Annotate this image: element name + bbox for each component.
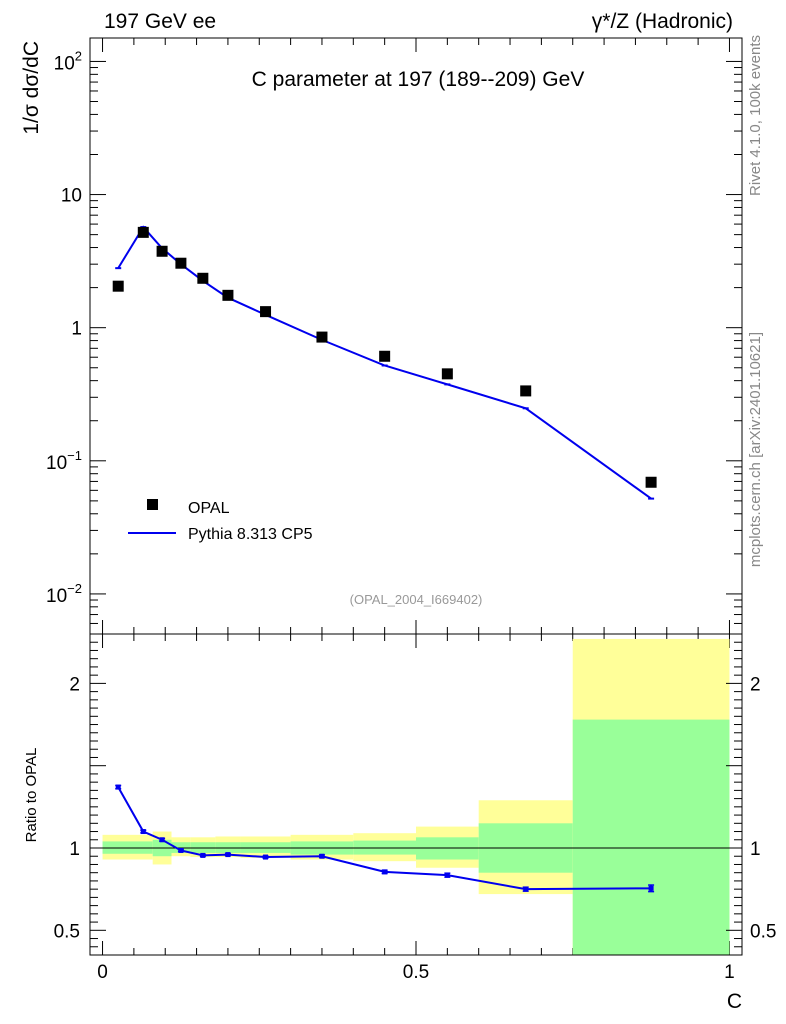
opal-data-point [222,289,234,301]
main-frame [89,37,743,635]
energy-label: 197 GeV ee [104,10,216,33]
y-tick-label: 102 [54,48,82,74]
rivet-version-label: Rivet 4.1.0, 100k events [747,35,764,196]
y-tick-label: 1 [71,319,82,340]
ratio-frame [89,633,743,956]
ratio-point [523,886,529,892]
analysis-watermark: (OPAL_2004_I669402) [350,592,483,607]
ratio-y-tick-label-right: 2 [750,674,761,695]
ratio-point [648,885,654,891]
opal-data-point [112,280,124,292]
ratio-y-tick-label-right: 1 [750,839,761,860]
ratio-point [382,869,388,875]
ratio-point [159,837,165,843]
ratio-point [200,852,206,858]
ratio-point [319,853,325,859]
pythia-line [117,225,652,500]
ratio-panel: 0 0.5 1 2 2 1 1 0.5 0.5 [54,633,776,983]
chart-title: C parameter at 197 (189--209) GeV [252,68,585,91]
legend: OPAL Pythia 8.313 CP5 [128,499,313,543]
ratio-point [115,784,121,790]
y-tick-label: 10−2 [46,581,82,607]
legend-opal-label: OPAL [188,500,230,517]
opal-data-point [137,226,149,238]
main-panel: 102 10 1 10−1 10−2 [46,37,743,955]
opal-data-point [379,350,391,362]
ratio-y-tick-label: 2 [69,674,80,695]
ratio-y-axis-label: Ratio to OPAL [23,748,40,843]
opal-data-point [260,306,272,318]
ratio-band-inner [572,719,730,955]
ratio-y-tick-label-right: 0.5 [750,921,776,942]
x-axis-label: C [727,990,742,1013]
process-label: γ*/Z (Hadronic) [592,10,733,33]
ratio-y-tick-label: 0.5 [54,921,80,942]
legend-pythia-label: Pythia 8.313 CP5 [188,526,313,543]
opal-data-point [175,257,187,269]
ratio-point [225,852,231,858]
y-axis-label: 1/σ dσ/dC [20,41,43,135]
ratio-y-tick-label: 1 [69,839,80,860]
ratio-point [178,847,184,853]
opal-data-point [645,476,657,488]
mcplots-label: mcplots.cern.ch [arXiv:2401.10621] [747,332,764,567]
opal-data-point [520,385,532,397]
x-tick-label: 0 [97,962,108,983]
x-tick-label: 0.5 [403,962,429,983]
opal-data-point [441,368,453,380]
opal-data-point [316,331,328,343]
opal-data-point [197,272,209,284]
y-tick-label: 10−1 [46,448,82,474]
ratio-point [140,829,146,835]
opal-data-point [156,245,168,257]
ratio-point [263,854,269,860]
legend-opal-marker [147,499,158,510]
ratio-line [117,786,652,891]
ratio-point [444,872,450,878]
x-tick-label: 1 [724,962,735,983]
y-tick-label: 10 [61,186,82,207]
